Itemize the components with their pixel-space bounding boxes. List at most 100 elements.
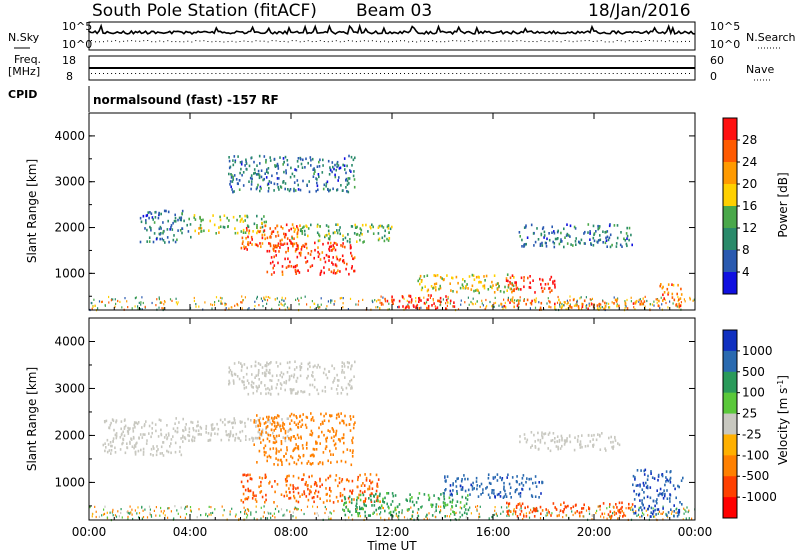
- data-point: [232, 190, 234, 194]
- data-point: [655, 513, 657, 516]
- data-point: [280, 302, 282, 305]
- data-point: [290, 436, 292, 439]
- data-point: [361, 223, 364, 227]
- data-point: [476, 505, 479, 508]
- data-point: [361, 233, 363, 236]
- data-point: [326, 305, 328, 308]
- data-point: [464, 489, 467, 493]
- data-point: [127, 515, 129, 518]
- nave-dot: [616, 73, 618, 74]
- data-point: [596, 509, 598, 512]
- data-point: [105, 446, 107, 449]
- data-point: [519, 508, 521, 511]
- nsearch-dot: [223, 41, 225, 43]
- data-point: [538, 496, 540, 499]
- data-point: [445, 480, 447, 483]
- data-point: [548, 305, 550, 309]
- data-point: [505, 277, 508, 280]
- nsearch-dot: [448, 40, 450, 42]
- nsearch-dot: [279, 41, 281, 42]
- data-point: [197, 433, 200, 436]
- data-point: [270, 181, 272, 184]
- data-point: [269, 392, 272, 396]
- data-point: [496, 473, 499, 476]
- data-point: [514, 489, 517, 492]
- data-point: [315, 489, 317, 493]
- nsearch-dot: [628, 40, 630, 42]
- data-point: [305, 426, 308, 429]
- data-point: [647, 507, 649, 511]
- data-point: [379, 500, 381, 503]
- data-point: [277, 164, 279, 168]
- nave-dot: [408, 73, 410, 74]
- data-point: [104, 449, 106, 453]
- data-point: [310, 463, 312, 466]
- data-point: [140, 448, 142, 452]
- data-point: [476, 508, 478, 511]
- data-point: [289, 239, 291, 242]
- data-point: [352, 426, 355, 430]
- data-point: [162, 441, 164, 444]
- data-point: [494, 509, 496, 512]
- data-point: [210, 506, 212, 509]
- data-point: [679, 501, 681, 504]
- data-point: [126, 511, 128, 514]
- data-point: [133, 444, 136, 447]
- data-point: [241, 217, 243, 221]
- data-point: [661, 493, 664, 497]
- data-point: [469, 493, 471, 496]
- data-point: [175, 297, 177, 300]
- data-point: [269, 480, 271, 484]
- data-point: [356, 508, 358, 511]
- power-ylabel: Slant Range [km]: [25, 159, 39, 263]
- data-point: [683, 507, 685, 510]
- nsearch-dot: [119, 41, 121, 43]
- data-point: [301, 423, 304, 427]
- data-point: [356, 499, 358, 502]
- data-point: [232, 175, 234, 179]
- data-point: [248, 164, 251, 168]
- data-point: [421, 286, 424, 290]
- data-point: [297, 458, 300, 462]
- data-point: [208, 505, 210, 508]
- data-point: [171, 228, 174, 231]
- data-point: [192, 427, 194, 430]
- data-point: [224, 418, 226, 421]
- data-point: [214, 508, 216, 511]
- data-point: [685, 510, 687, 513]
- data-point: [187, 434, 189, 437]
- data-point: [238, 437, 240, 440]
- data-point: [499, 290, 502, 293]
- data-point: [540, 512, 542, 516]
- data-point: [360, 231, 362, 235]
- data-point: [264, 476, 267, 479]
- data-point: [114, 305, 116, 308]
- data-point: [169, 228, 171, 231]
- data-point: [253, 494, 255, 498]
- nsearch-dot: [343, 40, 345, 42]
- data-point: [369, 479, 371, 482]
- data-point: [582, 507, 585, 510]
- data-point: [257, 424, 259, 428]
- data-point: [478, 291, 480, 295]
- data-point: [193, 216, 195, 219]
- data-point: [244, 488, 247, 492]
- data-point: [304, 233, 306, 236]
- data-point: [471, 485, 474, 488]
- data-point: [319, 479, 321, 483]
- data-point: [210, 512, 212, 515]
- data-point: [253, 168, 256, 171]
- data-point: [283, 299, 285, 302]
- data-point: [584, 230, 586, 234]
- nsearch-dot: [255, 40, 257, 42]
- data-point: [327, 300, 329, 303]
- data-point: [167, 516, 169, 519]
- data-point: [293, 187, 295, 191]
- data-point: [127, 430, 130, 434]
- data-point: [231, 188, 233, 191]
- data-point: [420, 280, 423, 283]
- data-point: [306, 416, 309, 419]
- data-point: [299, 366, 302, 370]
- data-point: [261, 242, 264, 245]
